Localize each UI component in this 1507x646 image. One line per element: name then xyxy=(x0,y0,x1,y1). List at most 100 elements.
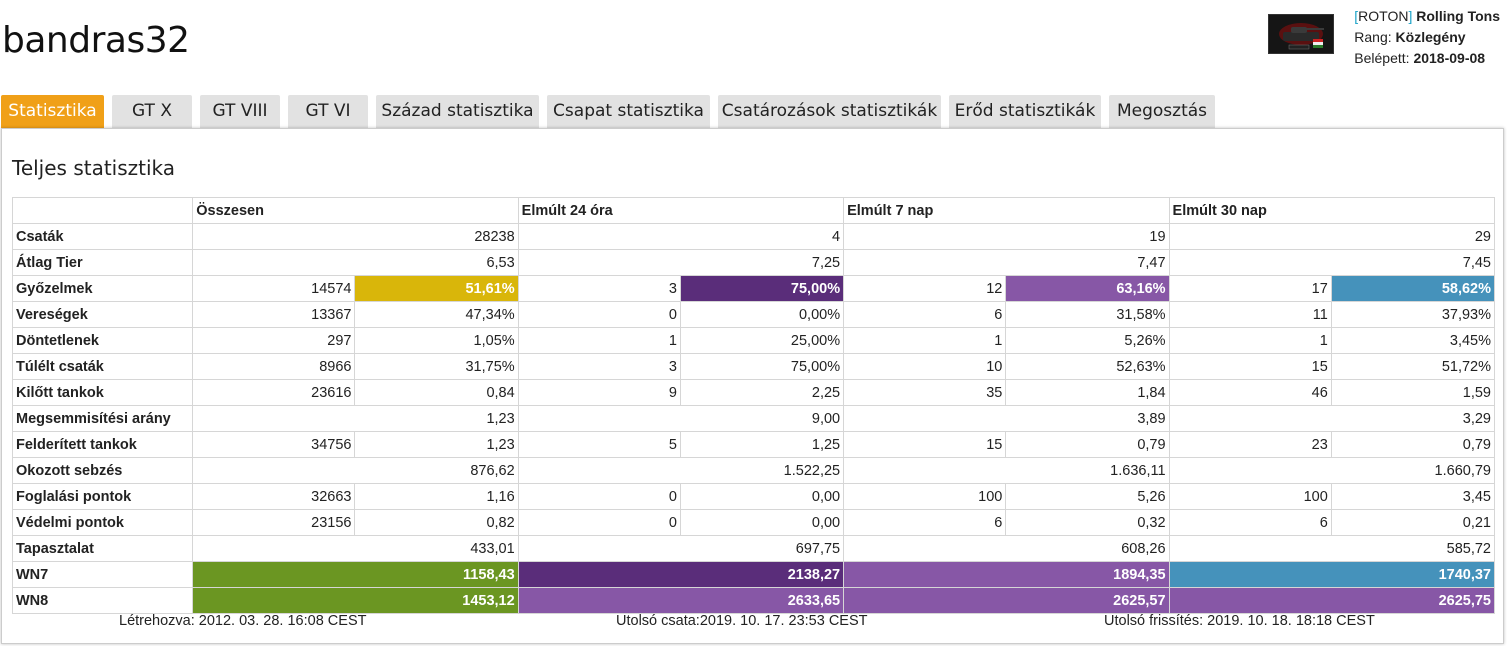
stat-value: 3,89 xyxy=(843,405,1170,432)
last-battle-date: Utolsó csata:2019. 10. 17. 23:53 CEST xyxy=(616,613,868,629)
table-row: Védelmi pontok 23156 0,82 0 0,00 6 0,32 6 0,21 xyxy=(11,509,1496,536)
stat-count: 13367 xyxy=(192,301,356,328)
tab-erod-statisztikak[interactable]: Erőd statisztikák xyxy=(949,95,1101,129)
stat-count: 15 xyxy=(1168,353,1332,380)
stat-value: 876,62 xyxy=(192,457,519,484)
stat-value: 31,58% xyxy=(1005,301,1170,328)
row-label: WN7 xyxy=(11,561,194,588)
stat-count: 23156 xyxy=(192,509,356,536)
stat-value: 1,59 xyxy=(1330,379,1496,406)
stat-count: 297 xyxy=(192,327,356,354)
row-label: Vereségek xyxy=(11,301,194,328)
stat-count: 0 xyxy=(517,509,681,536)
stats-table: Összesen Elmúlt 24 óra Elmúlt 7 nap Elmúlt … xyxy=(11,197,1496,614)
column-header: Elmúlt 30 nap xyxy=(1168,197,1496,224)
table-row: Felderített tankok 34756 1,23 5 1,25 15 0,79 23… xyxy=(11,431,1496,458)
table-row: Okozott sebzés 876,62 1.522,25 1.636,11 1.66… xyxy=(11,457,1496,484)
stat-value: 1453,12 xyxy=(192,587,519,614)
stat-count: 6 xyxy=(843,509,1007,536)
table-header-row: Összesen Elmúlt 24 óra Elmúlt 7 nap Elmúlt … xyxy=(11,197,1496,224)
stat-value: 7,47 xyxy=(843,249,1170,276)
stat-value: 585,72 xyxy=(1168,535,1496,562)
stats-panel: Teljes statisztika Összesen Elmúlt 24 óra… xyxy=(1,128,1504,644)
row-label: Felderített tankok xyxy=(11,431,194,458)
stat-count: 23616 xyxy=(192,379,356,406)
table-row: Megsemmisítési arány 1,23 9,00 3,89 3,29 xyxy=(11,405,1496,432)
stat-value: 31,75% xyxy=(354,353,519,380)
clan-rank-label: Rang: xyxy=(1354,29,1392,45)
stat-count: 9 xyxy=(517,379,681,406)
table-row: Győzelmek 14574 51,61% 3 75,00% 12 63,16% 17 58,… xyxy=(11,275,1496,302)
clan-name[interactable]: Rolling Tons xyxy=(1416,8,1500,24)
stat-value: 75,00% xyxy=(679,353,845,380)
row-label: Védelmi pontok xyxy=(11,509,194,536)
tab-csapat-statisztika[interactable]: Csapat statisztika xyxy=(547,95,710,129)
stat-count: 0 xyxy=(517,301,681,328)
clan-name-line[interactable]: [ROTON] Rolling Tons xyxy=(1354,6,1500,27)
stat-count: 100 xyxy=(1168,483,1332,510)
header-empty-cell xyxy=(11,197,194,224)
stat-value: 1,05% xyxy=(354,327,519,354)
stat-value: 2633,65 xyxy=(517,587,845,614)
clan-tag[interactable]: ROTON xyxy=(1358,8,1409,24)
clan-tag-bracket-open: [ xyxy=(1354,8,1359,24)
stat-value: 0,32 xyxy=(1005,509,1170,536)
tab-gt-vi[interactable]: GT VI xyxy=(288,95,368,129)
stat-count: 3 xyxy=(517,275,681,302)
tab-szazad-statisztika[interactable]: Század statisztika xyxy=(376,95,539,129)
stat-value: 1,25 xyxy=(679,431,845,458)
table-row: WN7 1158,43 2138,27 1894,35 1740,37 xyxy=(11,561,1496,588)
row-label: Foglalási pontok xyxy=(11,483,194,510)
tab-gt-viii[interactable]: GT VIII xyxy=(200,95,280,129)
tab-csatarozasok-statisztikak[interactable]: Csatározások statisztikák xyxy=(718,95,941,129)
stat-value: 2625,57 xyxy=(843,587,1170,614)
tab-statisztika[interactable]: Statisztika xyxy=(1,95,104,129)
stat-value: 9,00 xyxy=(517,405,845,432)
stat-value: 51,61% xyxy=(354,275,519,302)
stat-value: 608,26 xyxy=(843,535,1170,562)
table-row: Vereségek 13367 47,34% 0 0,00% 6 31,58% 11 37,93… xyxy=(11,301,1496,328)
stat-value: 58,62% xyxy=(1330,275,1496,302)
stat-count: 35 xyxy=(843,379,1007,406)
stat-value: 0,79 xyxy=(1330,431,1496,458)
table-row: Tapasztalat 433,01 697,75 608,26 585,72 xyxy=(11,535,1496,562)
player-name: bandras32 xyxy=(2,20,190,61)
stat-count: 1 xyxy=(1168,327,1332,354)
stat-value: 5,26% xyxy=(1005,327,1170,354)
row-label: Átlag Tier xyxy=(11,249,194,276)
table-row: Átlag Tier 6,53 7,25 7,47 7,45 xyxy=(11,249,1496,276)
stat-count: 8966 xyxy=(192,353,356,380)
stat-count: 34756 xyxy=(192,431,356,458)
stat-value: 1,23 xyxy=(354,431,519,458)
stat-value: 1.660,79 xyxy=(1168,457,1496,484)
stat-value: 1158,43 xyxy=(192,561,519,588)
row-label: Túlélt csaták xyxy=(11,353,194,380)
stat-value: 1,84 xyxy=(1005,379,1170,406)
stat-value: 4 xyxy=(517,223,845,250)
tab-megosztas[interactable]: Megosztás xyxy=(1109,95,1215,129)
clan-logo[interactable] xyxy=(1268,14,1334,54)
stat-value: 28238 xyxy=(192,223,519,250)
stat-value: 7,45 xyxy=(1168,249,1496,276)
last-update-date: Utolsó frissítés: 2019. 10. 18. 18:18 CE… xyxy=(1104,613,1375,629)
stat-value: 3,29 xyxy=(1168,405,1496,432)
clan-joined-date: 2018-09-08 xyxy=(1413,50,1486,66)
stat-count: 6 xyxy=(1168,509,1332,536)
column-header: Elmúlt 7 nap xyxy=(843,197,1170,224)
table-row: Foglalási pontok 32663 1,16 0 0,00 100 5,26 100… xyxy=(11,483,1496,510)
stat-count: 32663 xyxy=(192,483,356,510)
row-label: WN8 xyxy=(11,587,194,614)
stat-count: 14574 xyxy=(192,275,356,302)
clan-rank: Közlegény xyxy=(1395,29,1466,45)
row-label: Győzelmek xyxy=(11,275,194,302)
tab-gt-x[interactable]: GT X xyxy=(112,95,192,129)
stat-value: 433,01 xyxy=(192,535,519,562)
stat-value: 0,00 xyxy=(679,509,845,536)
stat-value: 63,16% xyxy=(1005,275,1170,302)
stat-value: 0,79 xyxy=(1005,431,1170,458)
stat-value: 6,53 xyxy=(192,249,519,276)
stat-count: 5 xyxy=(517,431,681,458)
stat-count: 0 xyxy=(517,483,681,510)
stat-count: 100 xyxy=(843,483,1007,510)
stat-value: 697,75 xyxy=(517,535,845,562)
